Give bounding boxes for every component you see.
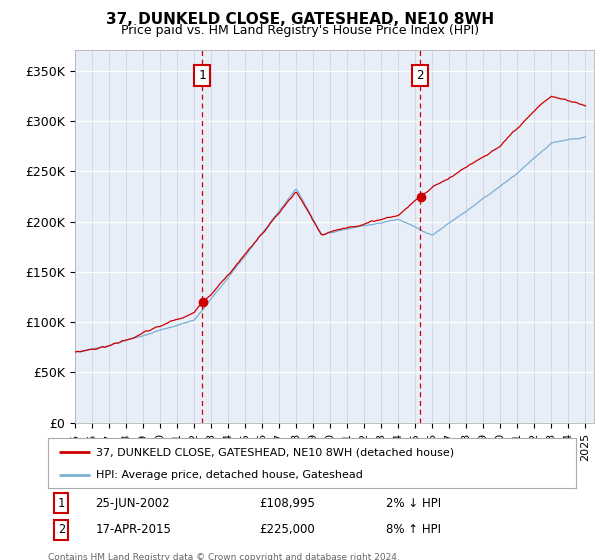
- Text: Contains HM Land Registry data © Crown copyright and database right 2024.
This d: Contains HM Land Registry data © Crown c…: [48, 553, 400, 560]
- Text: 8% ↑ HPI: 8% ↑ HPI: [386, 524, 441, 536]
- Text: £108,995: £108,995: [259, 497, 315, 510]
- Text: 1: 1: [199, 69, 206, 82]
- Text: 37, DUNKELD CLOSE, GATESHEAD, NE10 8WH: 37, DUNKELD CLOSE, GATESHEAD, NE10 8WH: [106, 12, 494, 26]
- Text: 37, DUNKELD CLOSE, GATESHEAD, NE10 8WH (detached house): 37, DUNKELD CLOSE, GATESHEAD, NE10 8WH (…: [95, 447, 454, 457]
- Text: 1: 1: [58, 497, 65, 510]
- Text: £225,000: £225,000: [259, 524, 315, 536]
- Text: 2: 2: [416, 69, 424, 82]
- Text: 2: 2: [58, 524, 65, 536]
- Text: 25-JUN-2002: 25-JUN-2002: [95, 497, 170, 510]
- Text: 2% ↓ HPI: 2% ↓ HPI: [386, 497, 441, 510]
- Text: 17-APR-2015: 17-APR-2015: [95, 524, 172, 536]
- Text: Price paid vs. HM Land Registry's House Price Index (HPI): Price paid vs. HM Land Registry's House …: [121, 24, 479, 38]
- Text: HPI: Average price, detached house, Gateshead: HPI: Average price, detached house, Gate…: [95, 470, 362, 480]
